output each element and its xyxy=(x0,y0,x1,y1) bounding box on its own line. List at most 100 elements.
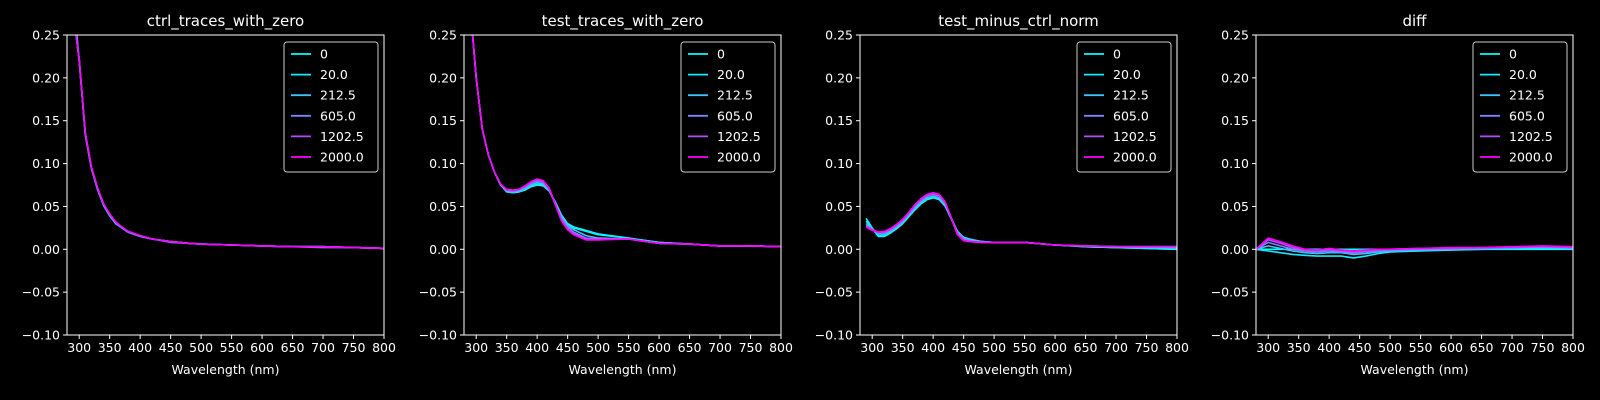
series-line-2000.0 xyxy=(471,35,781,248)
y-tick-label: −0.05 xyxy=(419,285,457,300)
x-tick-label: 400 xyxy=(921,340,945,355)
y-tick-label: 0.05 xyxy=(32,199,60,214)
y-tick-label: 0.15 xyxy=(1221,113,1249,128)
legend-entry: 1202.5 xyxy=(1113,129,1157,144)
axes-frame xyxy=(66,34,385,336)
series-line-0 xyxy=(865,197,1177,251)
series-line-2000.0 xyxy=(865,191,1177,248)
x-tick-label: 700 xyxy=(1104,340,1128,355)
x-tick-label: 550 xyxy=(1409,340,1433,355)
y-tick-label: 0.25 xyxy=(825,28,853,43)
legend-entry: 20.0 xyxy=(1113,67,1141,82)
legend-entry: 1202.5 xyxy=(717,129,761,144)
legend: 0 20.0 212.5 605.0 1202.5 2000.0 xyxy=(1076,41,1172,173)
series-line-212.5 xyxy=(865,195,1177,249)
y-tick-label: 0.05 xyxy=(429,199,457,214)
x-tick-label: 750 xyxy=(1135,340,1159,355)
legend-entry: 212.5 xyxy=(1509,88,1545,103)
x-tick-label: 300 xyxy=(1256,340,1280,355)
x-tick-label: 700 xyxy=(311,340,335,355)
x-tick-label: 300 xyxy=(860,340,884,355)
y-tick-label: 0.10 xyxy=(32,156,60,171)
legend-entry: 605.0 xyxy=(1113,108,1149,123)
x-tick-label: 600 xyxy=(1439,340,1463,355)
y-tick-label: −0.05 xyxy=(815,285,853,300)
y-tick-label: −0.05 xyxy=(1211,285,1249,300)
y-tick-label: 0.25 xyxy=(32,28,60,43)
y-tick-label: 0.10 xyxy=(429,156,457,171)
x-axis-label: Wavelength (nm) xyxy=(1361,362,1469,377)
chart-panel-3: test_minus_ctrl_norm 300 350 400 450 500 550 60… xyxy=(815,12,1189,377)
y-tick-label: −0.05 xyxy=(22,285,60,300)
chart-panel-1: ctrl_traces_with_zero 300 350 400 450 500 550 6… xyxy=(22,12,396,377)
series-line-2000.0 xyxy=(75,35,384,250)
chart-panel-2: test_traces_with_zero 300 350 400 450 500 550 6… xyxy=(419,12,793,377)
x-tick-label: 600 xyxy=(250,340,274,355)
legend-entry: 2000.0 xyxy=(320,150,364,165)
legend-entry: 2000.0 xyxy=(1113,150,1157,165)
x-tick-label: 550 xyxy=(617,340,641,355)
x-tick-label: 750 xyxy=(739,340,763,355)
series-line-20.0 xyxy=(1256,246,1573,259)
y-tick-label: 0.20 xyxy=(1221,70,1249,85)
x-tick-label: 750 xyxy=(1531,340,1555,355)
x-axis-label: Wavelength (nm) xyxy=(569,362,677,377)
y-tick-label: 0.05 xyxy=(1221,199,1249,214)
y-tick-label: 0.25 xyxy=(1221,28,1249,43)
x-tick-label: 300 xyxy=(464,340,488,355)
x-tick-label: 500 xyxy=(189,340,213,355)
x-tick-label: 550 xyxy=(1013,340,1037,355)
x-tick-label: 650 xyxy=(1470,340,1494,355)
x-axis-label: Wavelength (nm) xyxy=(172,362,280,377)
x-tick-label: 300 xyxy=(67,340,91,355)
y-tick-label: −0.10 xyxy=(22,328,60,343)
y-tick-label: 0.10 xyxy=(1221,156,1249,171)
chart-title: ctrl_traces_with_zero xyxy=(147,12,304,31)
x-tick-label: 750 xyxy=(342,340,366,355)
axes-frame xyxy=(1255,34,1574,336)
x-tick-label: 350 xyxy=(98,340,122,355)
x-tick-label: 600 xyxy=(1043,340,1067,355)
legend-entry: 605.0 xyxy=(320,108,356,123)
chart-title: diff xyxy=(1402,12,1427,30)
legend-entry: 212.5 xyxy=(320,88,356,103)
y-tick-label: 0.20 xyxy=(32,70,60,85)
legend-entry: 1202.5 xyxy=(1509,129,1553,144)
legend-entry: 2000.0 xyxy=(717,150,761,165)
axes-frame xyxy=(859,34,1178,336)
series-group xyxy=(471,35,781,248)
y-tick-label: −0.10 xyxy=(419,328,457,343)
legend-entry: 212.5 xyxy=(717,88,753,103)
y-tick-label: 0.20 xyxy=(429,70,457,85)
legend-entry: 0 xyxy=(320,47,328,62)
y-tick-label: 0.05 xyxy=(825,199,853,214)
y-tick-label: 0.15 xyxy=(825,113,853,128)
x-tick-label: 450 xyxy=(159,340,183,355)
x-axis-label: Wavelength (nm) xyxy=(965,362,1073,377)
x-tick-label: 800 xyxy=(769,340,793,355)
legend: 0 20.0 212.5 605.0 1202.5 2000.0 xyxy=(1472,41,1568,173)
series-line-605.0 xyxy=(865,193,1177,248)
y-tick-label: 0.00 xyxy=(1221,242,1249,257)
x-tick-label: 650 xyxy=(1074,340,1098,355)
x-tick-label: 350 xyxy=(1287,340,1311,355)
series-group xyxy=(1256,237,1573,259)
x-tick-label: 350 xyxy=(495,340,519,355)
x-tick-label: 400 xyxy=(525,340,549,355)
legend-entry: 605.0 xyxy=(1509,108,1545,123)
x-tick-label: 800 xyxy=(1165,340,1189,355)
series-line-1202.5 xyxy=(865,192,1177,248)
legend-entry: 20.0 xyxy=(717,67,745,82)
y-tick-label: 0.15 xyxy=(429,113,457,128)
y-tick-label: 0.25 xyxy=(429,28,457,43)
x-tick-label: 700 xyxy=(708,340,732,355)
x-tick-label: 350 xyxy=(891,340,915,355)
y-tick-label: −0.10 xyxy=(1211,328,1249,343)
legend: 0 20.0 212.5 605.0 1202.5 2000.0 xyxy=(680,41,776,173)
series-line-2000.0 xyxy=(1256,237,1573,252)
x-tick-label: 500 xyxy=(586,340,610,355)
y-tick-label: 0.20 xyxy=(825,70,853,85)
legend-entry: 0 xyxy=(717,47,725,62)
x-tick-label: 500 xyxy=(982,340,1006,355)
legend-entry: 20.0 xyxy=(1509,67,1537,82)
